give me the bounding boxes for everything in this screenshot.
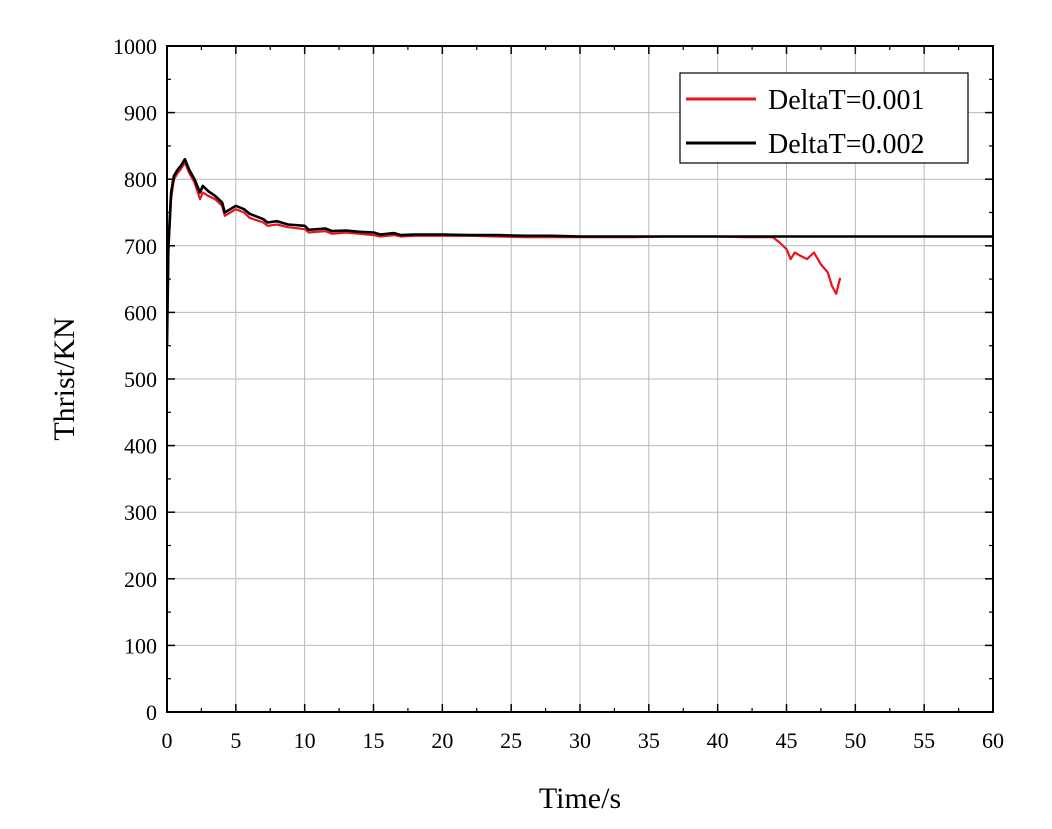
y-tick-label: 1000 [113,34,157,59]
x-tick-label: 25 [500,728,522,753]
y-tick-label: 700 [124,234,157,259]
y-tick-label: 600 [124,300,157,325]
x-tick-label: 35 [638,728,660,753]
x-tick-label: 5 [230,728,241,753]
y-tick-label: 400 [124,434,157,459]
x-tick-label: 40 [707,728,729,753]
series-line-1 [167,161,842,346]
x-tick-label: 60 [982,728,1004,753]
x-tick-label: 55 [913,728,935,753]
y-tick-label: 100 [124,633,157,658]
x-tick-label: 20 [431,728,453,753]
y-tick-labels: 0 100 200 300 400 500 600 700 800 900 1000 [113,34,157,725]
x-tick-label: 50 [844,728,866,753]
legend-label-series-2: DeltaT=0.002 [768,129,925,160]
y-tick-label: 200 [124,567,157,592]
x-tick-label: 15 [363,728,385,753]
x-tick-label: 10 [294,728,316,753]
x-tick-label: 0 [162,728,173,753]
y-tick-label: 800 [124,167,157,192]
legend: DeltaT=0.001 DeltaT=0.002 [679,72,969,164]
series-line-2 [167,157,993,346]
plot-area [167,157,993,346]
x-tick-label: 30 [569,728,591,753]
x-axis-title: Time/s [539,782,621,815]
y-tick-label: 300 [124,500,157,525]
y-tick-label: 500 [124,367,157,392]
x-tick-label: 45 [776,728,798,753]
x-tick-labels: 0 5 10 15 20 25 30 35 40 45 50 55 60 [162,728,1005,753]
legend-box [679,72,969,164]
y-tick-label: 900 [124,101,157,126]
axis-ticks [166,45,994,713]
legend-label-series-1: DeltaT=0.001 [768,85,925,116]
y-tick-label: 0 [146,700,157,725]
y-axis-title: Thrist/KN [48,317,81,440]
